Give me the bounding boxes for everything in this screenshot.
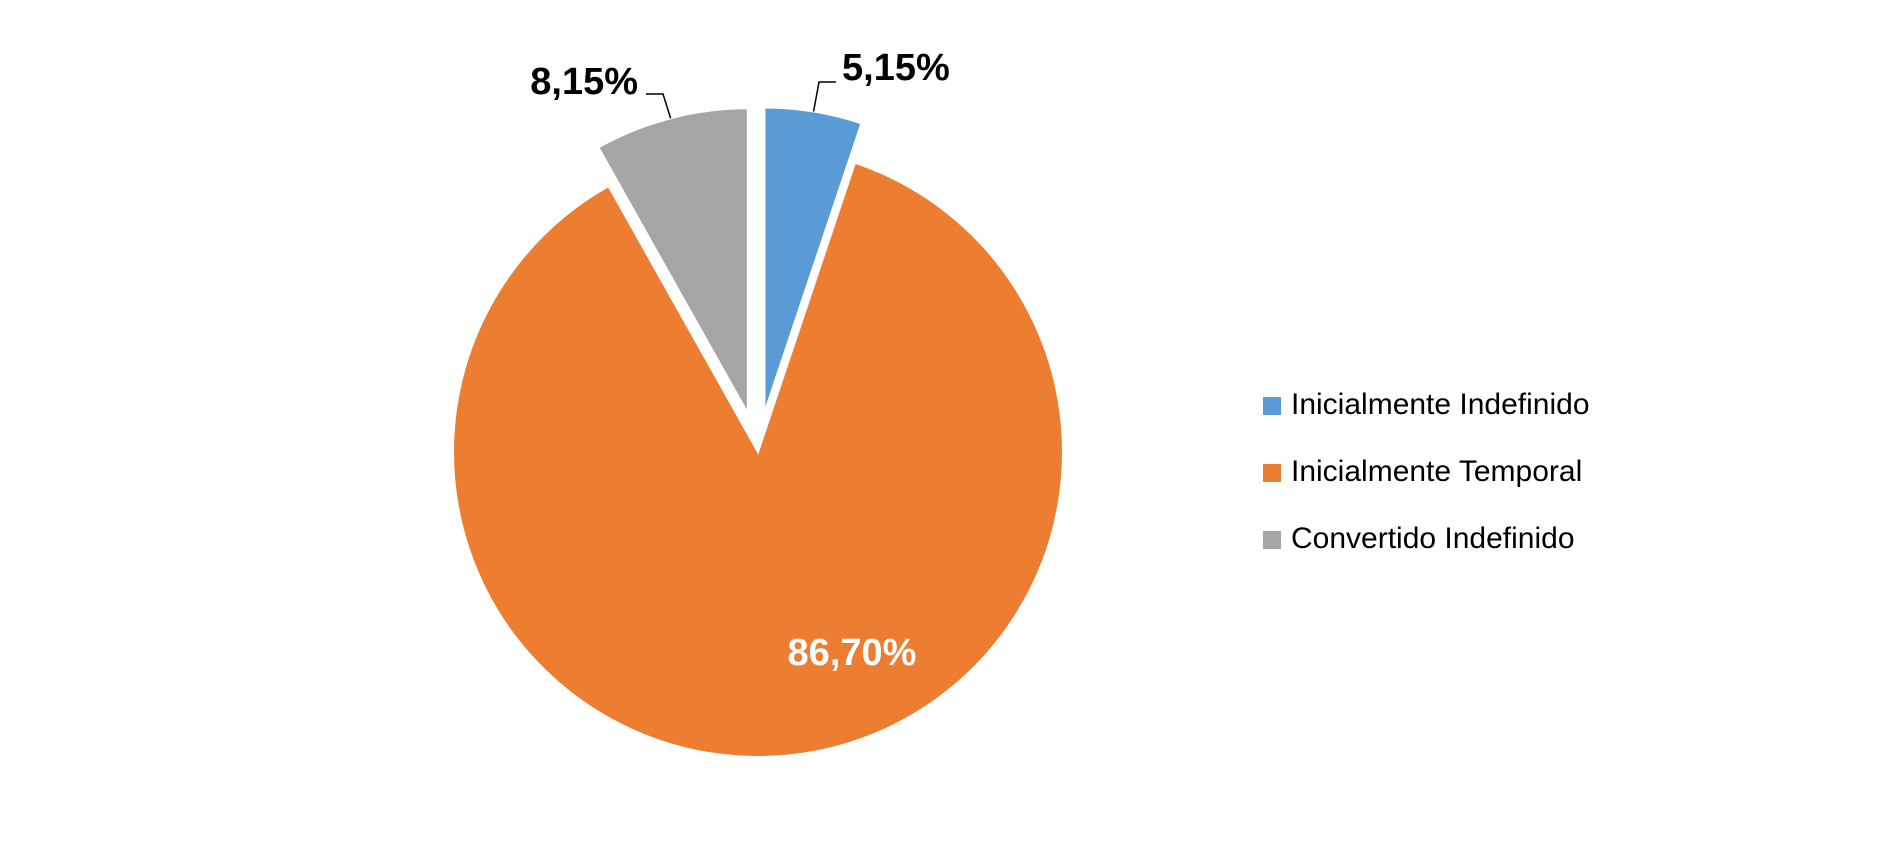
legend-label-inicialmente-temporal: Inicialmente Temporal <box>1291 455 1582 488</box>
legend-swatch-inicialmente-indefinido <box>1263 397 1281 415</box>
pie-slice-inicialmente-indefinido <box>763 106 863 413</box>
pie-slice-inicialmente-temporal <box>452 161 1064 758</box>
legend-swatch-inicialmente-temporal <box>1263 464 1281 482</box>
legend-swatch-convertido-indefinido <box>1263 531 1281 549</box>
data-label-inicialmente-temporal: 86,70% <box>788 632 917 674</box>
pie-slice-convertido-indefinido <box>597 107 749 418</box>
legend-label-convertido-indefinido: Convertido Indefinido <box>1291 522 1575 555</box>
legend-label-inicialmente-indefinido: Inicialmente Indefinido <box>1291 388 1590 421</box>
data-labels: 5,15% 86,70% 8,15% <box>530 47 950 674</box>
leader-line-inicialmente-indefinido <box>812 81 836 112</box>
legend: Inicialmente Indefinido Inicialmente Tem… <box>1263 388 1590 555</box>
pie-slices <box>452 106 1064 758</box>
leader-line-convertido-indefinido <box>646 93 672 119</box>
data-label-inicialmente-indefinido: 5,15% <box>842 47 950 89</box>
leader-lines <box>646 81 836 119</box>
data-label-convertido-indefinido: 8,15% <box>530 61 638 103</box>
